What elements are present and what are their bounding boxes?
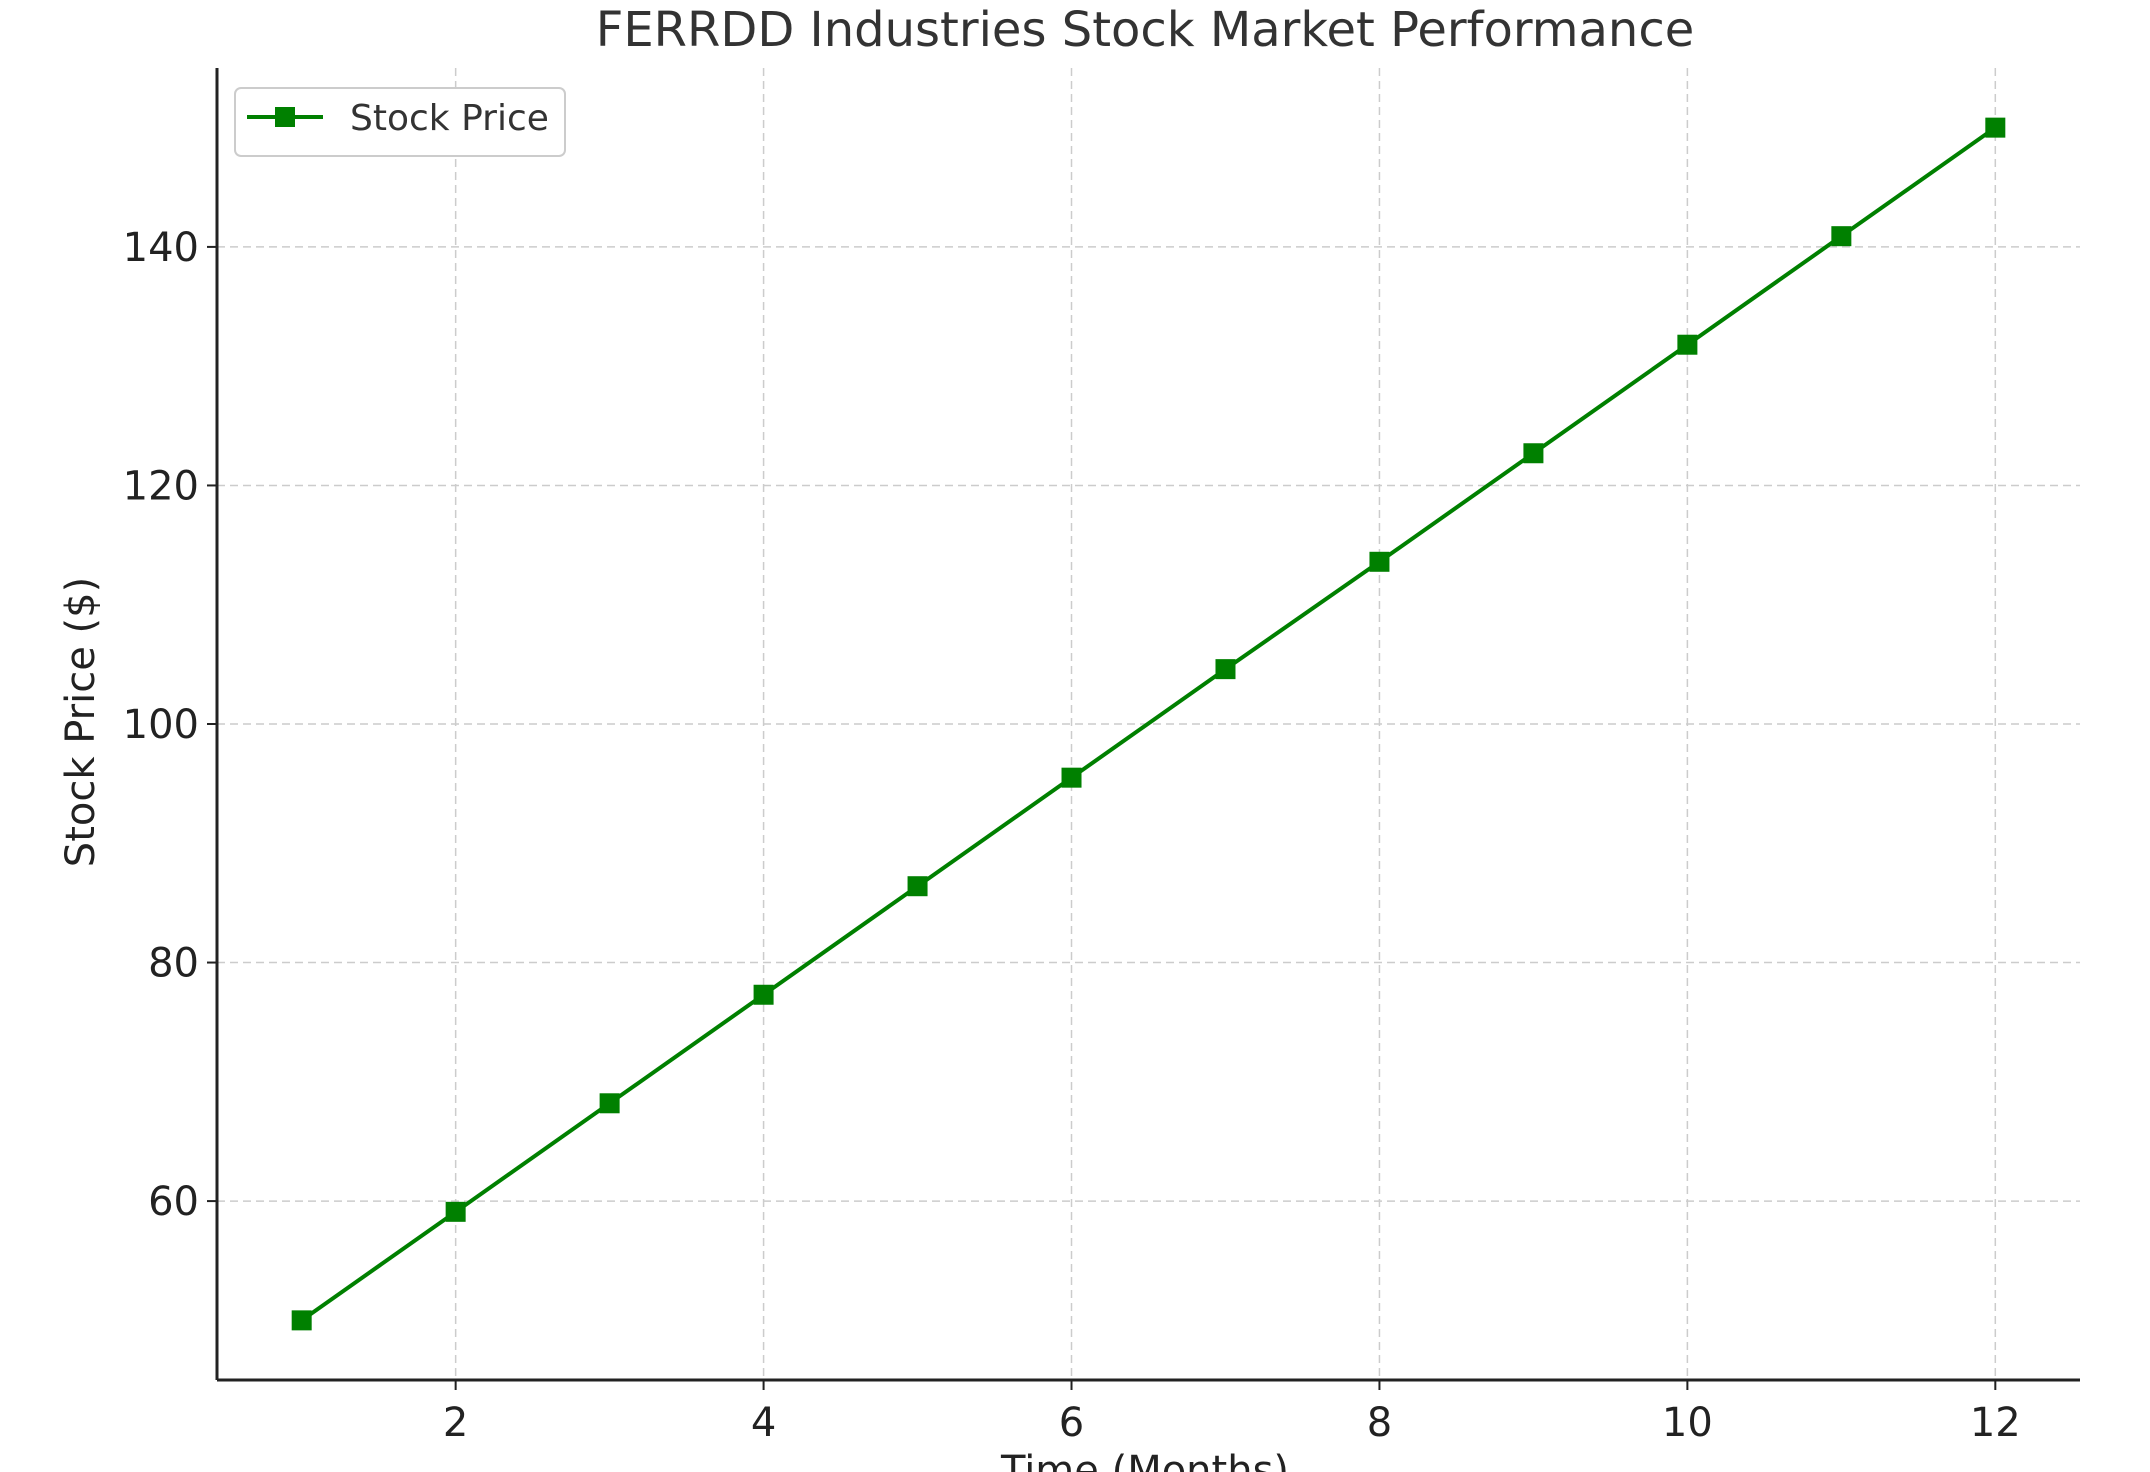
x-axis-label: Time (Months) [1000,1448,1289,1472]
chart-title: FERRDD Industries Stock Market Performan… [596,2,1695,58]
data-point-marker [907,876,928,897]
y-tick-label: 140 [123,225,199,271]
data-point-marker [1215,659,1236,680]
legend: Stock Price [234,87,566,157]
series [291,117,2006,1331]
x-tick-label: 2 [443,1400,468,1446]
y-axis-label: Stock Price ($) [58,577,104,867]
ticks: 2 4 6 8 10 12 60 80 100 120 140 [123,225,2021,1446]
data-point-marker [291,1310,312,1331]
x-tick-label: 6 [1059,1400,1084,1446]
data-point-marker [1523,443,1544,464]
y-tick-label: 80 [148,941,199,987]
y-tick-label: 120 [123,463,199,509]
data-point-marker [753,984,774,1005]
data-point-marker [1061,767,1082,788]
data-point-marker [1369,551,1390,572]
legend-square-marker-icon [275,107,295,127]
legend-box [234,87,566,157]
y-tick-label: 60 [148,1179,199,1225]
series-line-stock-price [300,126,1997,1322]
x-tick-label: 8 [1367,1400,1392,1446]
data-point-marker [1677,334,1698,355]
data-point-marker [1985,117,2006,138]
x-tick-label: 12 [1970,1400,2021,1446]
legend-label: Stock Price [350,98,549,139]
x-tick-label: 4 [751,1400,776,1446]
data-point-marker [445,1201,466,1222]
data-point-marker [1831,226,1852,247]
grid [217,68,2080,1380]
data-point-marker [599,1093,620,1114]
x-tick-label: 10 [1662,1400,1713,1446]
y-tick-label: 100 [123,702,199,748]
